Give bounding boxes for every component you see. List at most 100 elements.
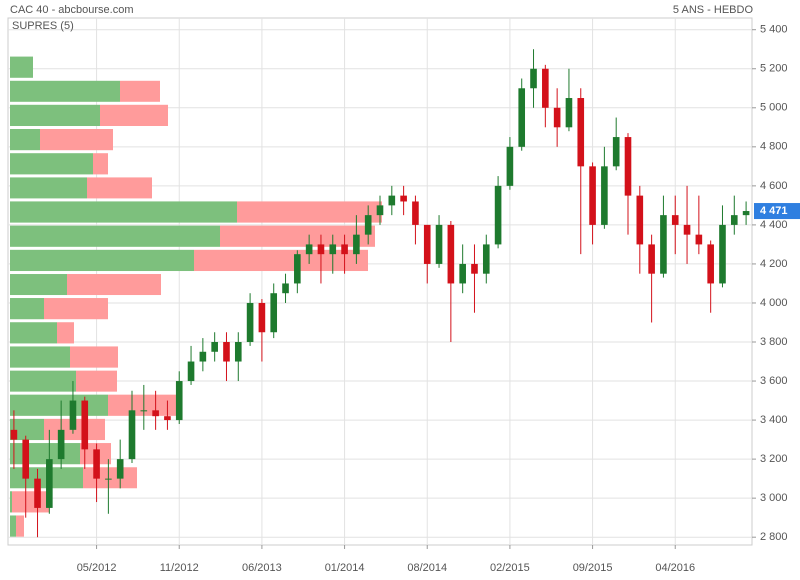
- profile-bar-red: [237, 201, 382, 223]
- candle-body: [57, 429, 65, 460]
- candle-body: [730, 215, 738, 225]
- candle-body: [719, 224, 726, 284]
- candle-body: [140, 410, 148, 412]
- x-tick-label: 06/2013: [242, 562, 282, 574]
- candle-body: [294, 254, 301, 284]
- profile-bar-green: [10, 80, 120, 102]
- candle-body: [10, 429, 18, 440]
- candle-body: [164, 416, 171, 421]
- candle-body: [494, 185, 502, 245]
- candle-body: [482, 244, 490, 274]
- candle-body: [660, 215, 667, 274]
- candle-body: [400, 195, 407, 202]
- candle-body: [187, 361, 195, 382]
- candle-body: [471, 263, 478, 274]
- profile-bar-green: [10, 322, 57, 344]
- candle-body: [81, 400, 89, 450]
- profile-bar-green: [10, 177, 87, 199]
- candle-body: [530, 68, 537, 89]
- profile-bar-red: [70, 346, 118, 368]
- candle-body: [317, 244, 325, 255]
- candle-body: [329, 244, 337, 255]
- profile-bar-green: [10, 225, 220, 247]
- profile-bar-red: [194, 249, 368, 272]
- profile-bar-green: [10, 128, 40, 151]
- profile-bar-green: [10, 418, 44, 441]
- candle-body: [388, 195, 396, 206]
- candle-body: [577, 98, 585, 167]
- x-tick-label: 05/2012: [77, 562, 117, 574]
- candle-body: [601, 166, 608, 225]
- plot-frame: [7, 17, 753, 546]
- profile-bar-green: [10, 515, 16, 537]
- candle-body: [246, 302, 254, 343]
- candle-body: [69, 400, 77, 430]
- candle-body: [707, 244, 714, 284]
- profile-bar-red: [67, 274, 161, 296]
- profile-bar-green: [10, 274, 67, 296]
- profile-label: SUPRES (5): [12, 20, 74, 32]
- candle-body: [695, 234, 703, 245]
- candle-body: [553, 107, 561, 128]
- last-value-label: 4 471: [760, 205, 788, 217]
- y-tick-label: 2 800: [760, 531, 788, 543]
- y-tick-label: 4 200: [760, 258, 788, 270]
- candle-body: [742, 211, 750, 216]
- y-tick-label: 4 000: [760, 297, 788, 309]
- profile-bar-red: [83, 467, 137, 489]
- candle-body: [353, 234, 360, 255]
- candle-body: [624, 137, 632, 196]
- y-tick-label: 4 600: [760, 180, 788, 192]
- profile-bar-red: [44, 298, 108, 320]
- candle-body: [46, 459, 53, 508]
- candle-body: [376, 205, 384, 216]
- y-tick-label: 3 800: [760, 336, 788, 348]
- candle-body: [105, 478, 112, 480]
- candle-body: [199, 351, 207, 362]
- candle-body: [542, 68, 549, 108]
- candle-body: [152, 410, 159, 417]
- profile-bar-green: [10, 346, 70, 368]
- candle-body: [412, 201, 419, 225]
- profile-bar-green: [10, 201, 237, 223]
- profile-bar-green: [10, 443, 80, 465]
- candle-body: [518, 88, 526, 147]
- y-tick-label: 4 800: [760, 141, 788, 153]
- y-tick-label: 3 400: [760, 414, 788, 426]
- candle-body: [589, 166, 596, 225]
- candle-body: [435, 224, 443, 264]
- profile-bar-green: [10, 104, 100, 126]
- candle-body: [270, 293, 278, 333]
- x-tick-label: 02/2015: [490, 562, 530, 574]
- candle-body: [683, 224, 691, 235]
- x-tick-label: 01/2014: [325, 562, 365, 574]
- profile-bar-green: [10, 394, 108, 416]
- profile-bar-red: [12, 491, 49, 513]
- profile-bar-red: [87, 177, 152, 199]
- candle-body: [223, 342, 230, 362]
- candle-body: [459, 263, 466, 284]
- profile-bar-red: [93, 153, 108, 175]
- candle-body: [364, 215, 372, 235]
- profile-bar-green: [10, 249, 194, 272]
- profile-bar-green: [10, 298, 44, 320]
- last-value-box: [754, 203, 800, 220]
- candle-body: [175, 381, 183, 421]
- candle-body: [282, 283, 289, 294]
- profile-bar-red: [220, 225, 375, 247]
- profile-bar-red: [57, 322, 74, 344]
- profile-bar-red: [120, 80, 160, 102]
- profile-bar-red: [40, 128, 113, 151]
- candle-body: [341, 244, 348, 255]
- y-tick-label: 3 600: [760, 375, 788, 387]
- candle-body: [128, 410, 136, 460]
- candle-body: [612, 137, 620, 167]
- profile-bar-red: [100, 104, 168, 126]
- x-tick-label: 08/2014: [407, 562, 447, 574]
- y-tick-label: 5 400: [760, 24, 788, 36]
- chart-title: CAC 40 - abcbourse.com: [10, 4, 134, 16]
- candle-body: [22, 439, 30, 479]
- profile-bar-red: [16, 515, 24, 537]
- chart-subtitle: 5 ANS - HEBDO: [673, 4, 754, 16]
- x-tick-label: 09/2015: [573, 562, 613, 574]
